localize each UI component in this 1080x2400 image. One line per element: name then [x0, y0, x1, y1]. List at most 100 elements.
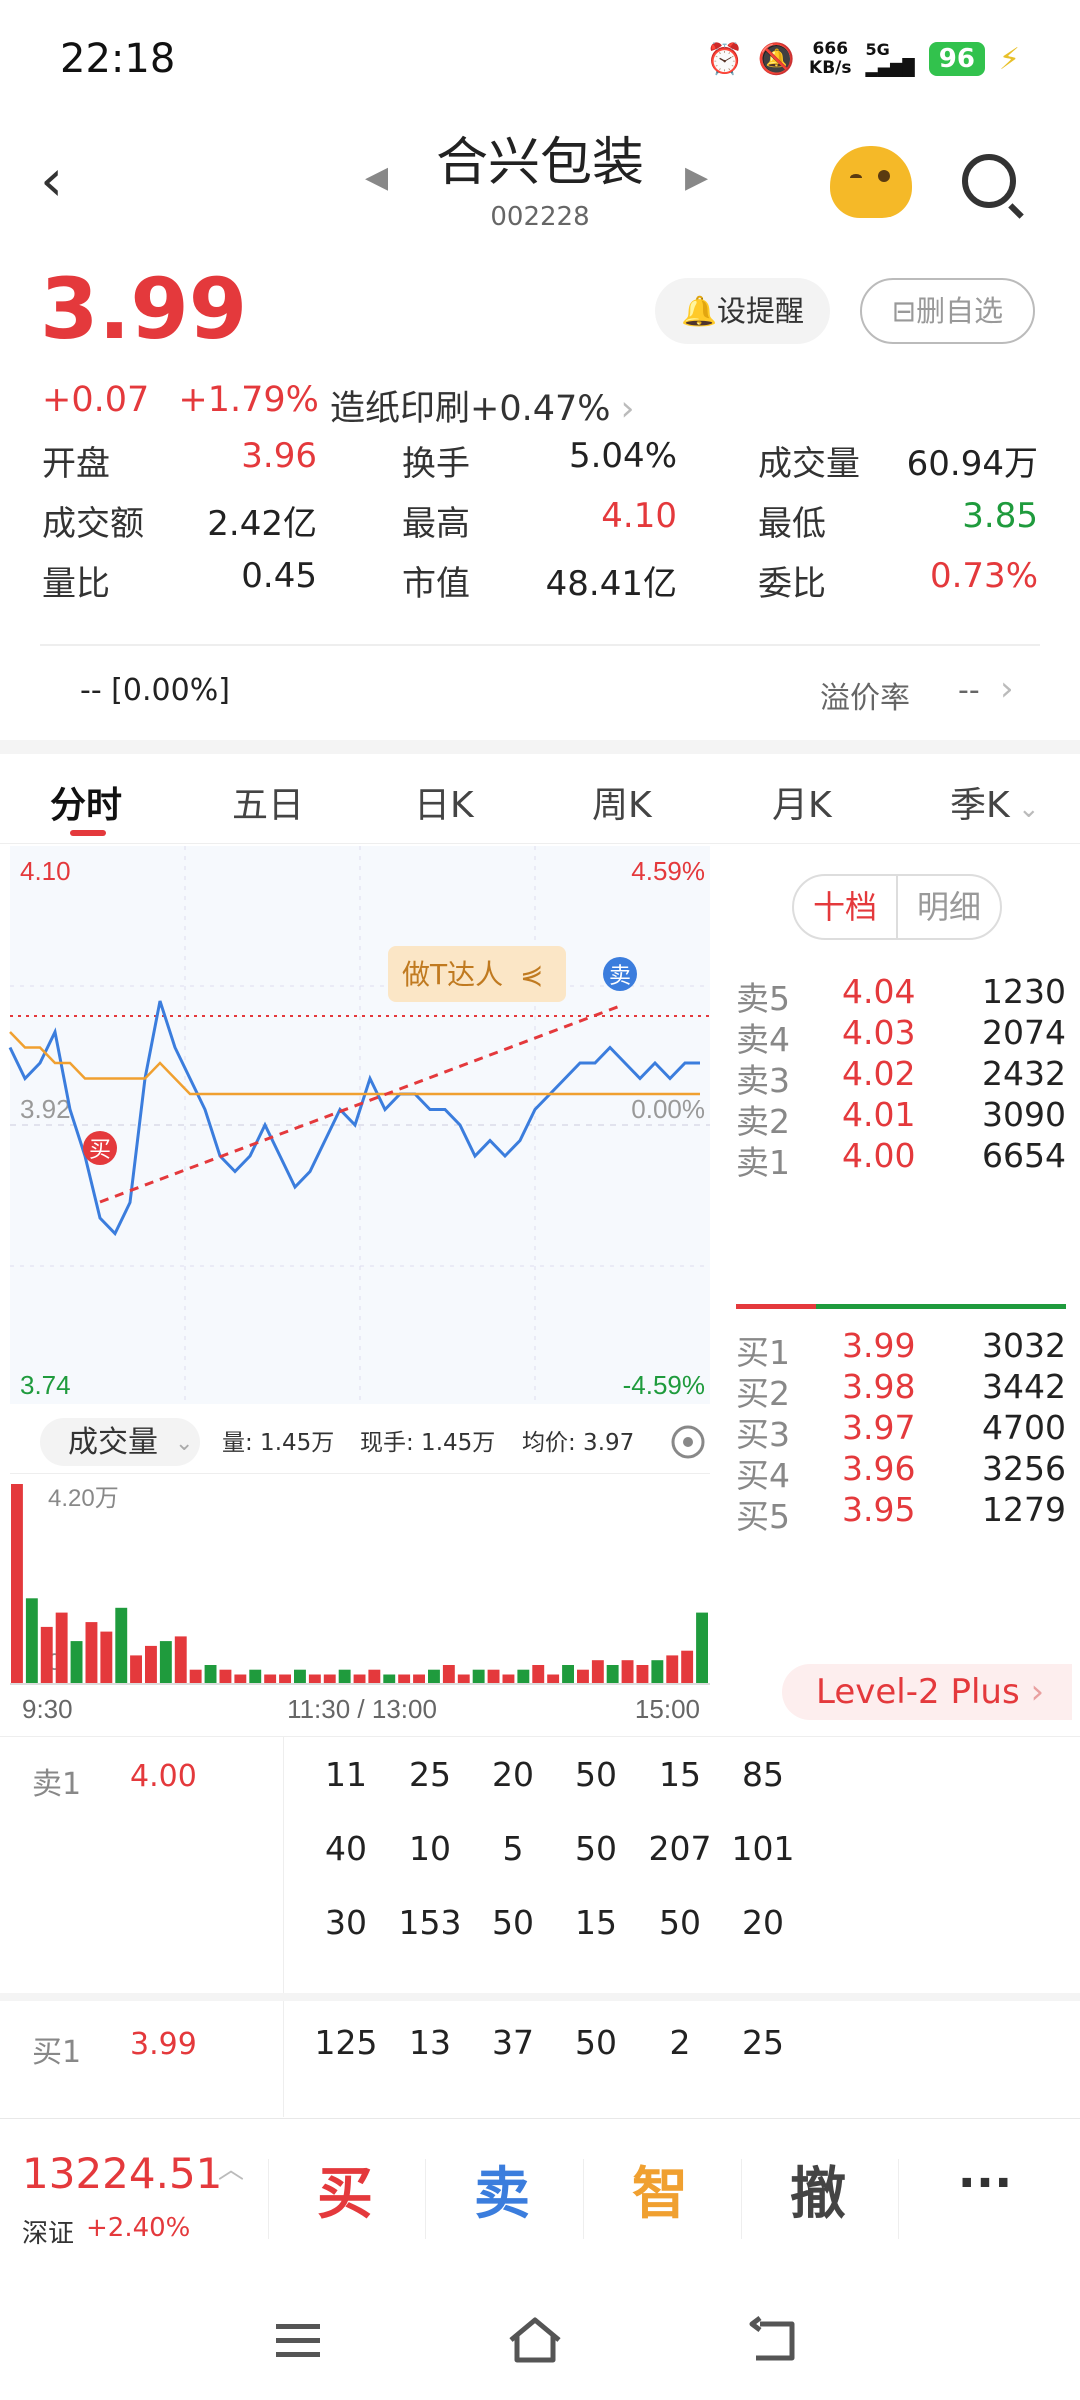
bid-price: 3.96	[842, 1449, 916, 1488]
next-stock-icon[interactable]: ▶	[685, 160, 709, 195]
quote-value: 0.73%	[929, 556, 1038, 596]
battery-icon: 96	[928, 42, 985, 76]
prev-stock-icon[interactable]: ◀	[365, 160, 389, 195]
volume-bar	[279, 1674, 291, 1684]
quote-value: 4.10	[601, 496, 677, 536]
minus-box-icon: ⊟	[891, 294, 917, 328]
volume-bar	[457, 1674, 470, 1684]
badge-box[interactable]	[388, 946, 566, 1002]
volume-bar	[115, 1607, 128, 1684]
ask-vol: 3090	[982, 1095, 1066, 1134]
home-icon[interactable]	[505, 2310, 565, 2370]
ask-price: 4.01	[842, 1095, 916, 1134]
quote-value: 3.85	[962, 496, 1038, 536]
buy-button[interactable]: 买	[317, 2162, 373, 2227]
volume-selector-bg[interactable]	[40, 1418, 200, 1466]
ask-row[interactable]: 卖5 4.04 1230	[722, 962, 1080, 1024]
bid-row[interactable]: 买5 3.95 1279	[722, 1480, 1080, 1542]
tab-five-day[interactable]: 五日	[232, 785, 305, 826]
queue-ask-cell: 50	[575, 1755, 617, 1794]
tab-weekly-k[interactable]: 周K	[592, 785, 652, 826]
tab-quarterly-k[interactable]: 季K ⌄	[950, 776, 1040, 828]
cancel-order-button[interactable]: 撤	[790, 2162, 846, 2227]
queue-ask-cell: 15	[659, 1755, 701, 1794]
bid-row[interactable]: 买2 3.98 3442	[722, 1357, 1080, 1419]
settings-icon[interactable]	[671, 1425, 705, 1459]
queue-ask-cell: 50	[659, 1903, 701, 1942]
volume-selector[interactable]: 成交量	[68, 1425, 158, 1460]
index-value[interactable]: 13224.51	[22, 2149, 223, 2198]
tab-daily-k[interactable]: 日K	[414, 785, 474, 826]
volume-bar	[249, 1669, 262, 1684]
settings-icon-dot	[683, 1437, 693, 1447]
queue-ask-cell: 50	[575, 1829, 617, 1868]
more-button[interactable]: ···	[957, 2155, 1013, 2211]
ask-row[interactable]: 卖2 4.01 3090	[722, 1085, 1080, 1147]
queue-divider	[0, 1993, 1080, 2001]
quote-row: 成交额 2.42亿 最高 4.10 最低 3.85	[42, 496, 1038, 556]
set-alert-button[interactable]: 🔔设提醒	[655, 278, 830, 344]
chart-series	[8, 1000, 700, 1237]
search-icon[interactable]	[962, 154, 1016, 208]
volume-bar	[219, 1669, 232, 1684]
back-button[interactable]: ‹	[40, 146, 64, 214]
volume-bar	[651, 1660, 664, 1684]
premium-label: 溢价率	[820, 681, 910, 716]
quote-value: 0.45	[241, 556, 317, 596]
bid-label: 买3	[736, 1415, 790, 1454]
bid-row[interactable]: 买3 3.97 4700	[722, 1398, 1080, 1460]
quote-label: 最高	[402, 504, 470, 544]
chart-tabs: 分时 五日 日K 周K 月K 季K ⌄	[0, 754, 1080, 844]
status-time: 22:18	[60, 36, 176, 82]
tab-intraday[interactable]: 分时	[50, 785, 123, 826]
y-axis-top-pct: 4.59%	[631, 856, 705, 886]
tab-ten-level[interactable]: 十档	[794, 876, 898, 938]
queue-ask-cell: 20	[492, 1755, 534, 1794]
ask-row[interactable]: 卖1 4.00 6654	[722, 1126, 1080, 1188]
industry-name: 造纸印刷	[330, 389, 471, 429]
queue-ask-label: 卖1	[32, 1767, 82, 1802]
divider	[898, 2159, 899, 2239]
quote-value: 2.42亿	[207, 504, 317, 544]
bid-price: 3.99	[842, 1326, 916, 1365]
remove-watchlist-button[interactable]: ⊟删自选	[860, 278, 1035, 344]
volume-bar	[681, 1650, 694, 1684]
premium-value: --	[958, 673, 980, 708]
status-bar: 22:18 ⏰ 🔕 666 KB/s 5G ▂▄▆█ 96 ⚡	[0, 0, 1080, 120]
mute-icon: 🔕	[757, 41, 796, 77]
menu-icon[interactable]	[268, 2310, 328, 2370]
bid-vol: 4700	[982, 1408, 1066, 1447]
queue-ask-cell: 85	[742, 1755, 784, 1794]
volume-bar	[234, 1674, 247, 1684]
y-axis-bottom-pct: -4.59%	[623, 1370, 705, 1400]
volume-bar	[621, 1660, 634, 1684]
smart-button[interactable]: 智	[632, 2162, 688, 2227]
sell-button[interactable]: 卖	[474, 2162, 530, 2227]
share-icon[interactable]: ⋞	[520, 958, 543, 991]
volume-bar	[11, 1484, 23, 1684]
tab-detail[interactable]: 明细	[916, 888, 981, 926]
premium-row[interactable]: -- [0.00%] 溢价率 -- ›	[0, 665, 1080, 725]
ask-row[interactable]: 卖3 4.02 2432	[722, 1044, 1080, 1106]
time-mid-label: 11:30 / 13:00	[287, 1694, 437, 1724]
chevron-up-icon[interactable]: ︿	[218, 2155, 245, 2185]
queue-ask-cell: 30	[325, 1903, 367, 1942]
mascot-icon[interactable]	[830, 146, 912, 218]
ask-row[interactable]: 卖4 4.03 2074	[722, 1003, 1080, 1065]
level2-button[interactable]: Level-2 Plus ›	[782, 1664, 1072, 1720]
intraday-chart[interactable]: 4.10 4.59% 3.92 0.00% 3.74 -4.59% 做T达人 ⋞…	[0, 846, 720, 1734]
bid-price: 3.95	[842, 1490, 916, 1529]
chevron-right-icon: ›	[1019, 1672, 1045, 1712]
tab-monthly-k[interactable]: 月K	[772, 785, 832, 826]
remove-watchlist-label: 删自选	[916, 294, 1004, 328]
quote-row: 量比 0.45 市值 48.41亿 委比 0.73%	[42, 556, 1038, 616]
chevron-down-icon: ⌄	[175, 1431, 193, 1456]
industry-link[interactable]: 造纸印刷+0.47% ›	[330, 380, 635, 431]
volume-bar	[413, 1674, 425, 1684]
bid-vol: 3442	[982, 1367, 1066, 1406]
bid-row[interactable]: 买1 3.99 3032	[722, 1316, 1080, 1378]
back-nav-icon[interactable]	[742, 2310, 802, 2370]
volume-bar	[308, 1674, 321, 1684]
ask-vol: 2074	[982, 1013, 1066, 1052]
bid-row[interactable]: 买4 3.96 3256	[722, 1439, 1080, 1501]
